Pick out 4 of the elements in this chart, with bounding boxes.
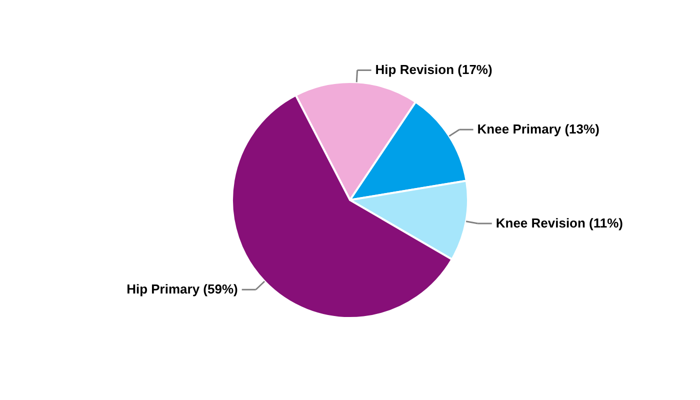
slice-label: Hip Primary (59%) — [126, 282, 238, 297]
slice-label: Knee Primary (13%) — [477, 122, 600, 137]
slice-label: Hip Revision (17%) — [375, 62, 492, 78]
slice-label: Knee Revision (11%) — [496, 215, 624, 230]
